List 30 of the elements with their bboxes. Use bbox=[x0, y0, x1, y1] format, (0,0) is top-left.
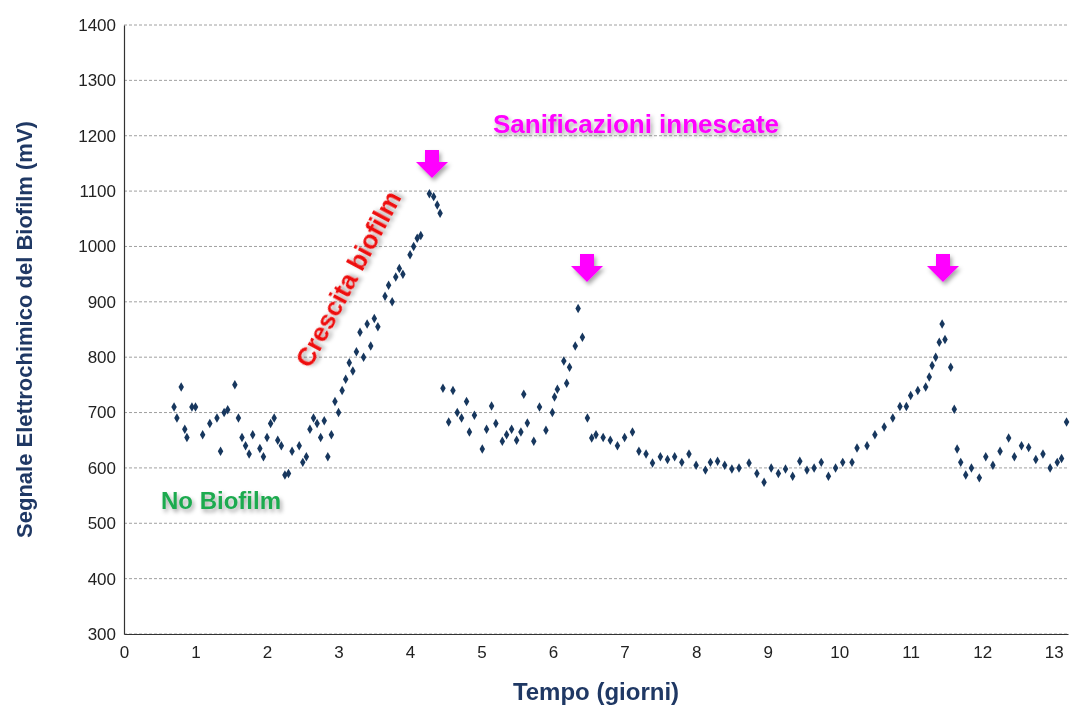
y-tick-label: 500 bbox=[87, 514, 116, 534]
y-axis-title: Segnale Elettrochimico del Biofilm (mV) bbox=[12, 121, 37, 538]
x-tick-label: 0 bbox=[119, 643, 130, 663]
y-tick-label: 400 bbox=[87, 569, 116, 589]
x-tick-label: 13 bbox=[1044, 643, 1064, 663]
annotation: Sanificazioni innescate bbox=[492, 108, 780, 139]
y-tick-label: 300 bbox=[87, 624, 116, 644]
y-tick-label: 1000 bbox=[78, 237, 116, 257]
x-tick-label: 12 bbox=[973, 643, 993, 663]
x-tick-label: 2 bbox=[262, 643, 273, 663]
y-tick-label: 1400 bbox=[78, 15, 116, 35]
annotation: No Biofilm bbox=[161, 487, 281, 515]
x-tick-label: 5 bbox=[477, 643, 487, 663]
x-tick-label: 4 bbox=[405, 643, 416, 663]
x-tick-label: 8 bbox=[691, 643, 702, 663]
x-tick-label: 9 bbox=[763, 643, 773, 663]
x-tick-label: 10 bbox=[830, 643, 850, 663]
y-tick-label: 1300 bbox=[78, 71, 116, 91]
x-tick-label: 1 bbox=[191, 643, 201, 663]
x-tick-label: 11 bbox=[902, 643, 920, 663]
y-tick-label: 1200 bbox=[78, 126, 116, 146]
x-axis-title: Tempo (giorni) bbox=[512, 678, 680, 705]
y-tick-label: 700 bbox=[87, 403, 116, 423]
y-tick-label: 800 bbox=[87, 348, 116, 368]
y-tick-label: 900 bbox=[87, 292, 116, 312]
y-tick-label: 600 bbox=[87, 458, 116, 478]
x-tick-label: 3 bbox=[334, 643, 344, 663]
x-tick-label: 6 bbox=[548, 643, 559, 663]
y-tick-label: 1100 bbox=[79, 182, 116, 202]
x-tick-label: 7 bbox=[620, 643, 630, 663]
